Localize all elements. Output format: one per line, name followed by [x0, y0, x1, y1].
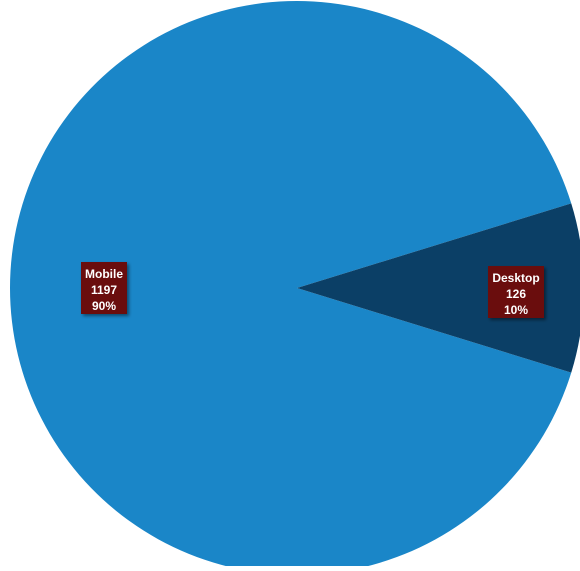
pie-slice-mobile [9, 1, 572, 571]
data-label-box [81, 262, 127, 314]
data-label-mobile: Mobile 1197 90% [81, 262, 127, 314]
data-label-value: 126 [506, 287, 526, 301]
data-label-desktop: Desktop 126 10% [488, 266, 544, 318]
data-label-name: Desktop [492, 271, 539, 285]
pie-slice-desktop [297, 203, 580, 373]
data-label-box [488, 266, 544, 318]
pie-slices [9, 1, 580, 571]
data-label-percent: 90% [92, 299, 116, 313]
pie-data-labels: Mobile 1197 90% Desktop 126 10% [81, 262, 544, 318]
data-label-name: Mobile [85, 267, 123, 281]
data-label-value: 1197 [91, 283, 117, 297]
data-label-percent: 10% [504, 303, 528, 317]
